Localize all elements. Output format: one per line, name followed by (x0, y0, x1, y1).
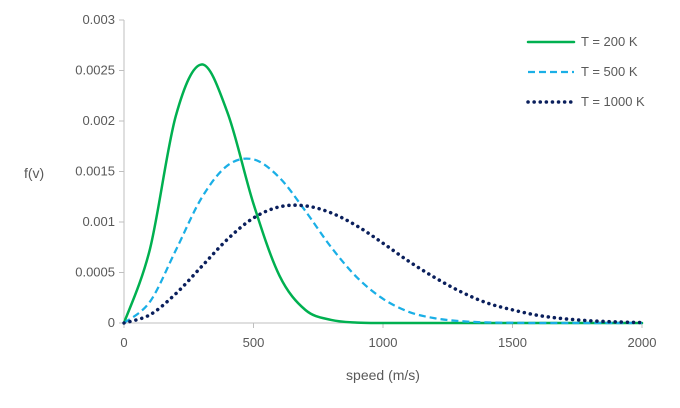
x-tick-label: 0 (120, 335, 127, 350)
x-tick-label: 1500 (498, 335, 527, 350)
y-tick-label: 0.003 (82, 12, 115, 27)
legend-label: T = 1000 K (581, 94, 645, 109)
legend-label: T = 200 K (581, 34, 638, 49)
y-tick-label: 0.002 (82, 113, 115, 128)
series-layer (122, 63, 644, 325)
legend: T = 200 K T = 500 K T = 1000 K (526, 34, 645, 109)
x-tick-label: 500 (243, 335, 265, 350)
y-tick-label: 0.0025 (75, 63, 115, 78)
x-axis-label: speed (m/s) (346, 367, 420, 383)
y-axis-label: f(v) (24, 165, 44, 181)
y-axis: 0 0.0005 0.001 0.0015 0.002 0.0025 0.003 (75, 12, 125, 330)
y-tick-label: 0 (108, 315, 115, 330)
series-line-3 (122, 203, 644, 325)
y-axis-ticks: 0 0.0005 0.001 0.0015 0.002 0.0025 0.003 (75, 12, 124, 330)
x-axis: 0 500 1000 1500 2000 (120, 322, 656, 350)
legend-label: T = 500 K (581, 64, 638, 79)
x-axis-ticks: 0 500 1000 1500 2000 (120, 323, 656, 350)
y-tick-label: 0.0015 (75, 164, 115, 179)
x-tick-label: 1000 (369, 335, 398, 350)
y-tick-label: 0.0005 (75, 265, 115, 280)
x-tick-label: 2000 (628, 335, 657, 350)
series-line-2 (123, 157, 642, 325)
y-tick-label: 0.001 (82, 214, 115, 229)
